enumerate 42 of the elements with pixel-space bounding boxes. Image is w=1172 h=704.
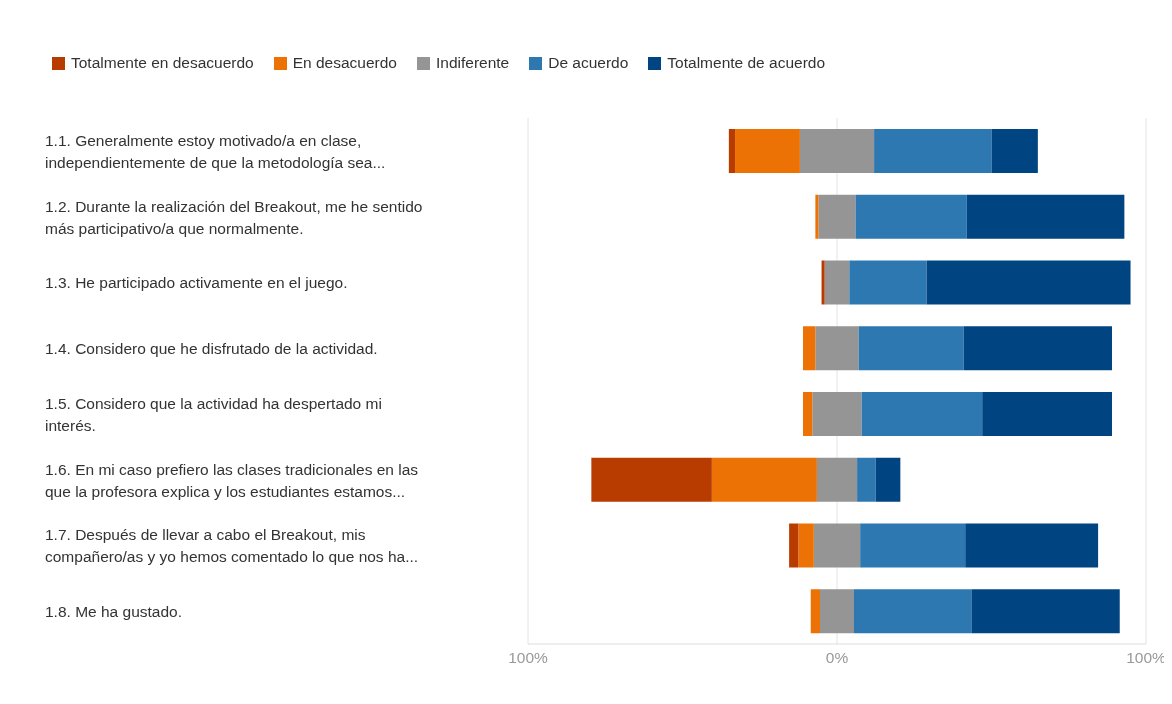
y-tick-label: 1.6. En mi caso prefiero las clases tradicionales en las que la profesora explica y los estudiantes estamos...	[45, 460, 419, 500]
legend-label: Totalmente de acuerdo	[666, 54, 826, 72]
y-tick-label: 1.2. Durante la realización del Breakout, me he sentido más participativo/a que normalmente.	[45, 197, 423, 237]
x-tick-label: 0%	[825, 649, 849, 667]
bar	[874, 129, 992, 173]
y-tick-label: 1.8. Me ha gustado.	[45, 602, 183, 620]
bar	[821, 260, 825, 305]
bar	[965, 523, 1099, 568]
bar	[789, 523, 799, 568]
bar	[982, 392, 1113, 436]
bar	[849, 260, 927, 305]
bar	[711, 457, 817, 502]
bar	[815, 194, 819, 239]
bar	[860, 523, 966, 568]
x-tick-label: 100%	[508, 649, 549, 667]
bar	[875, 457, 901, 502]
bar	[966, 194, 1125, 239]
legend-label: Indiferente	[434, 54, 510, 72]
bar	[591, 457, 712, 502]
bar	[991, 129, 1038, 173]
bar	[858, 326, 964, 371]
bar	[926, 260, 1131, 305]
bar	[855, 194, 967, 239]
bar	[735, 129, 800, 173]
bar	[798, 523, 814, 568]
y-tick-label: 1.1. Generalmente estoy motivado/a en clase, independientemente de que la metodología sea...	[45, 131, 386, 171]
bar	[803, 326, 816, 371]
bar	[810, 589, 821, 634]
bar	[861, 392, 983, 436]
legend-label: En desacuerdo	[291, 54, 397, 72]
legend-label: De acuerdo	[547, 54, 629, 72]
legend-label: Totalmente en desacuerdo	[70, 54, 254, 72]
bar	[857, 457, 876, 502]
y-tick-label: 1.7. Después de llevar a cabo el Breakout, mis compañero/as y yo hemos comentado lo que nos ha...	[45, 525, 419, 565]
bar	[854, 589, 972, 634]
bar	[963, 326, 1113, 371]
y-tick-label: 1.4. Considero que he disfrutado de la actividad.	[45, 339, 378, 357]
bar	[803, 392, 813, 436]
y-tick-label: 1.5. Considero que la actividad ha despertado mi interés.	[45, 394, 382, 434]
bar	[728, 129, 736, 173]
y-tick-label: 1.3. He participado activamente en el juego.	[45, 273, 348, 291]
bar	[971, 589, 1120, 634]
